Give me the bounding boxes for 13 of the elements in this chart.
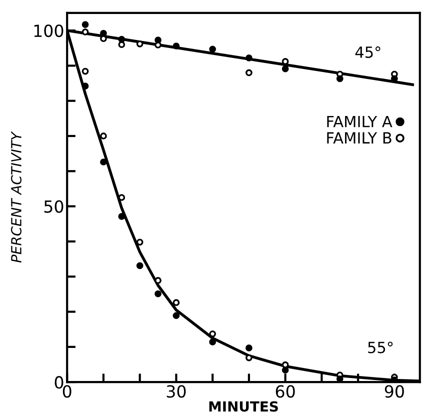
x-tick-label: 60 [276, 385, 295, 398]
y-tick-label: 0 [54, 376, 64, 389]
y-tick-label: 100 [34, 24, 64, 38]
y-axis-title: PERCENT ACTIVITY [10, 131, 22, 263]
x-tick-label: 90 [384, 385, 404, 398]
x-tick-label: 30 [166, 385, 186, 398]
x-axis-title: MINUTES [209, 401, 278, 412]
y-tick-label: 50 [44, 200, 64, 213]
x-tick-label: 0 [62, 385, 72, 398]
annotation: 45° [355, 46, 380, 58]
annotation: 55° [368, 342, 393, 354]
legend-label: FAMILY A [327, 116, 392, 128]
legend-label: FAMILY B [327, 132, 392, 144]
